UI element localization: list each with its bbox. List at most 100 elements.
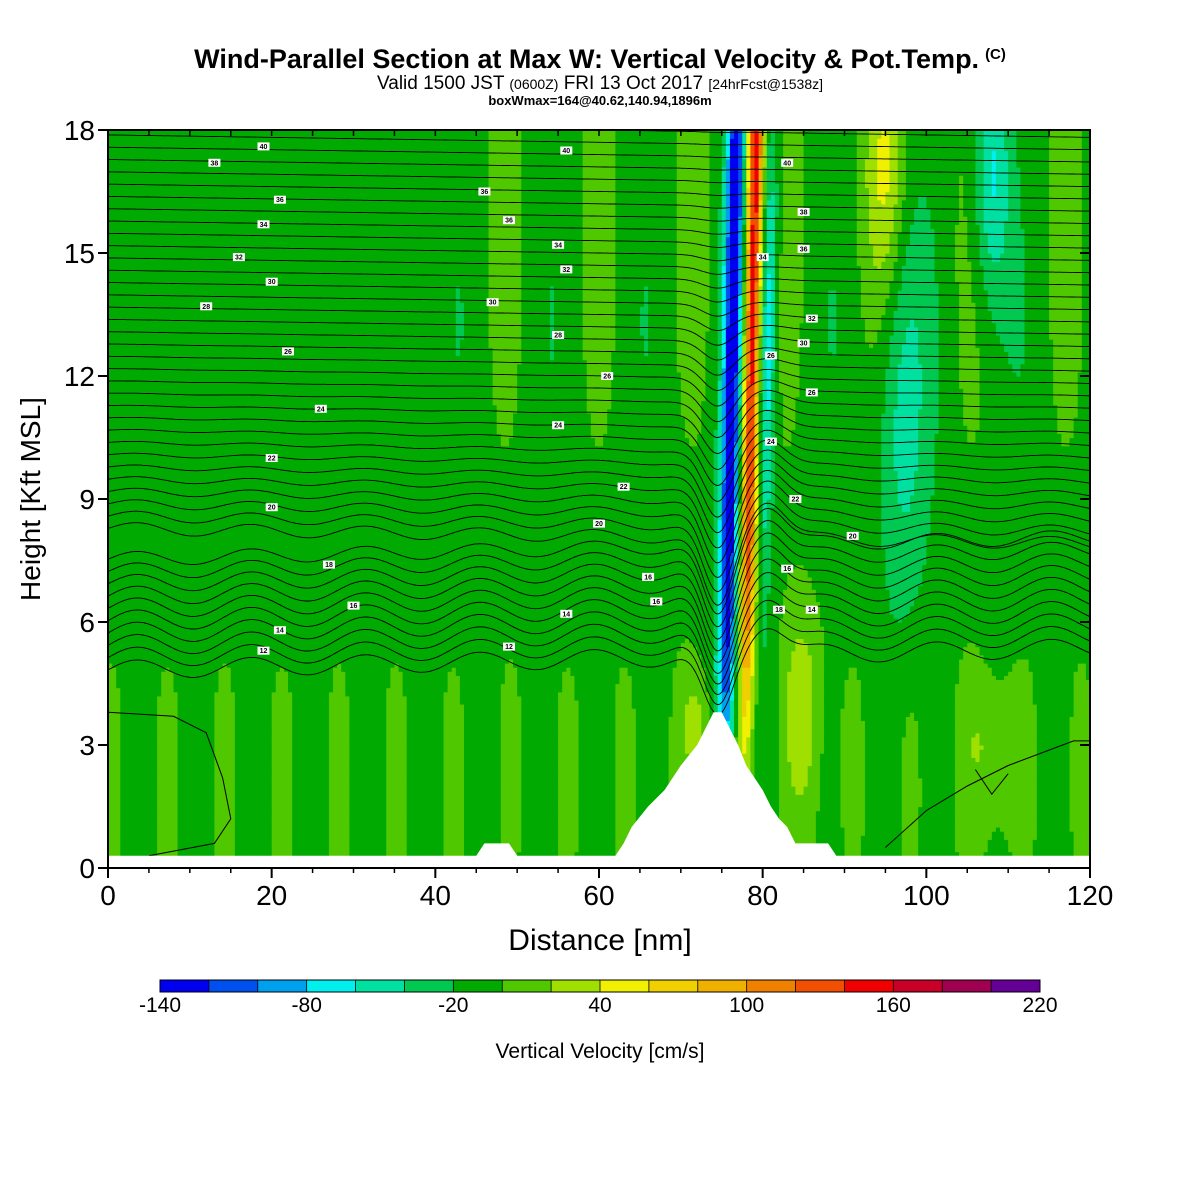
field-cell <box>861 831 866 836</box>
field-cell <box>493 839 498 844</box>
field-cell <box>464 811 469 816</box>
field-cell <box>1012 807 1017 812</box>
field-cell <box>1008 819 1013 824</box>
field-cell <box>149 811 154 816</box>
field-cell <box>804 819 809 824</box>
field-cell <box>235 823 240 828</box>
field-cell <box>513 839 518 844</box>
field-cell <box>505 839 510 844</box>
field-cell <box>615 843 620 848</box>
field-cell <box>926 835 931 840</box>
field-cell <box>1057 823 1062 828</box>
field-cell <box>1053 852 1058 857</box>
field-cell <box>341 843 346 848</box>
field-cell <box>116 827 121 832</box>
field-cell <box>198 839 203 844</box>
field-cell <box>484 802 489 807</box>
field-cell <box>419 807 424 812</box>
field-cell <box>382 848 387 853</box>
field-cell <box>476 802 481 807</box>
field-cell <box>378 815 383 820</box>
field-cell <box>529 811 534 816</box>
field-cell <box>423 835 428 840</box>
field-cell <box>1033 807 1038 812</box>
field-cell <box>259 815 264 820</box>
field-cell <box>337 807 342 812</box>
field-cell <box>534 819 539 824</box>
field-cell <box>198 823 203 828</box>
field-cell <box>186 839 191 844</box>
field-cell <box>308 811 313 816</box>
field-cell <box>321 815 326 820</box>
field-cell <box>873 815 878 820</box>
field-cell <box>386 807 391 812</box>
field-cell <box>521 848 526 853</box>
field-cell <box>239 819 244 824</box>
field-cell <box>849 807 854 812</box>
field-cell <box>570 802 575 807</box>
field-cell <box>980 839 985 844</box>
field-cell <box>489 802 494 807</box>
field-cell <box>975 852 980 857</box>
field-cell <box>239 802 244 807</box>
field-cell <box>554 831 559 836</box>
field-cell <box>975 815 980 820</box>
field-cell <box>427 811 432 816</box>
field-cell <box>247 807 252 812</box>
field-cell <box>231 815 236 820</box>
field-cell <box>308 831 313 836</box>
field-cell <box>300 815 305 820</box>
field-cell <box>112 811 117 816</box>
field-cell <box>894 823 899 828</box>
field-cell <box>836 807 841 812</box>
field-cell <box>501 819 506 824</box>
field-cell <box>525 819 530 824</box>
field-cell <box>574 839 579 844</box>
field-cell <box>1049 831 1054 836</box>
field-cell <box>231 819 236 824</box>
field-cell <box>452 827 457 832</box>
field-cell <box>460 819 465 824</box>
field-cell <box>1082 811 1087 816</box>
field-cell <box>472 802 477 807</box>
field-cell <box>1029 831 1034 836</box>
field-cell <box>1025 819 1030 824</box>
field-cell <box>845 807 850 812</box>
field-cell <box>599 823 604 828</box>
field-cell <box>161 827 166 832</box>
field-cell <box>562 823 567 828</box>
field-cell <box>1070 835 1075 840</box>
field-cell <box>988 819 993 824</box>
field-cell <box>231 852 236 857</box>
field-cell <box>157 823 162 828</box>
field-cell <box>472 815 477 820</box>
field-cell <box>1004 827 1009 832</box>
field-cell <box>546 827 551 832</box>
field-cell <box>877 843 882 848</box>
field-cell <box>795 811 800 816</box>
field-cell <box>898 815 903 820</box>
field-cell <box>186 835 191 840</box>
field-cell <box>550 843 555 848</box>
field-cell <box>1000 823 1005 828</box>
field-cell <box>480 815 485 820</box>
field-cell <box>853 839 858 844</box>
field-cell <box>521 852 526 857</box>
field-cell <box>890 827 895 832</box>
field-cell <box>1070 827 1075 832</box>
field-cell <box>828 835 833 840</box>
field-cell <box>603 852 608 857</box>
field-cell <box>902 807 907 812</box>
field-cell <box>542 815 547 820</box>
field-cell <box>935 839 940 844</box>
field-cell <box>853 852 858 857</box>
field-cell <box>394 823 399 828</box>
field-cell <box>857 827 862 832</box>
field-cell <box>804 831 809 836</box>
field-cell <box>304 827 309 832</box>
field-cell <box>263 852 268 857</box>
field-cell <box>914 852 919 857</box>
field-cell <box>128 839 133 844</box>
field-cell <box>996 831 1001 836</box>
field-cell <box>963 807 968 812</box>
